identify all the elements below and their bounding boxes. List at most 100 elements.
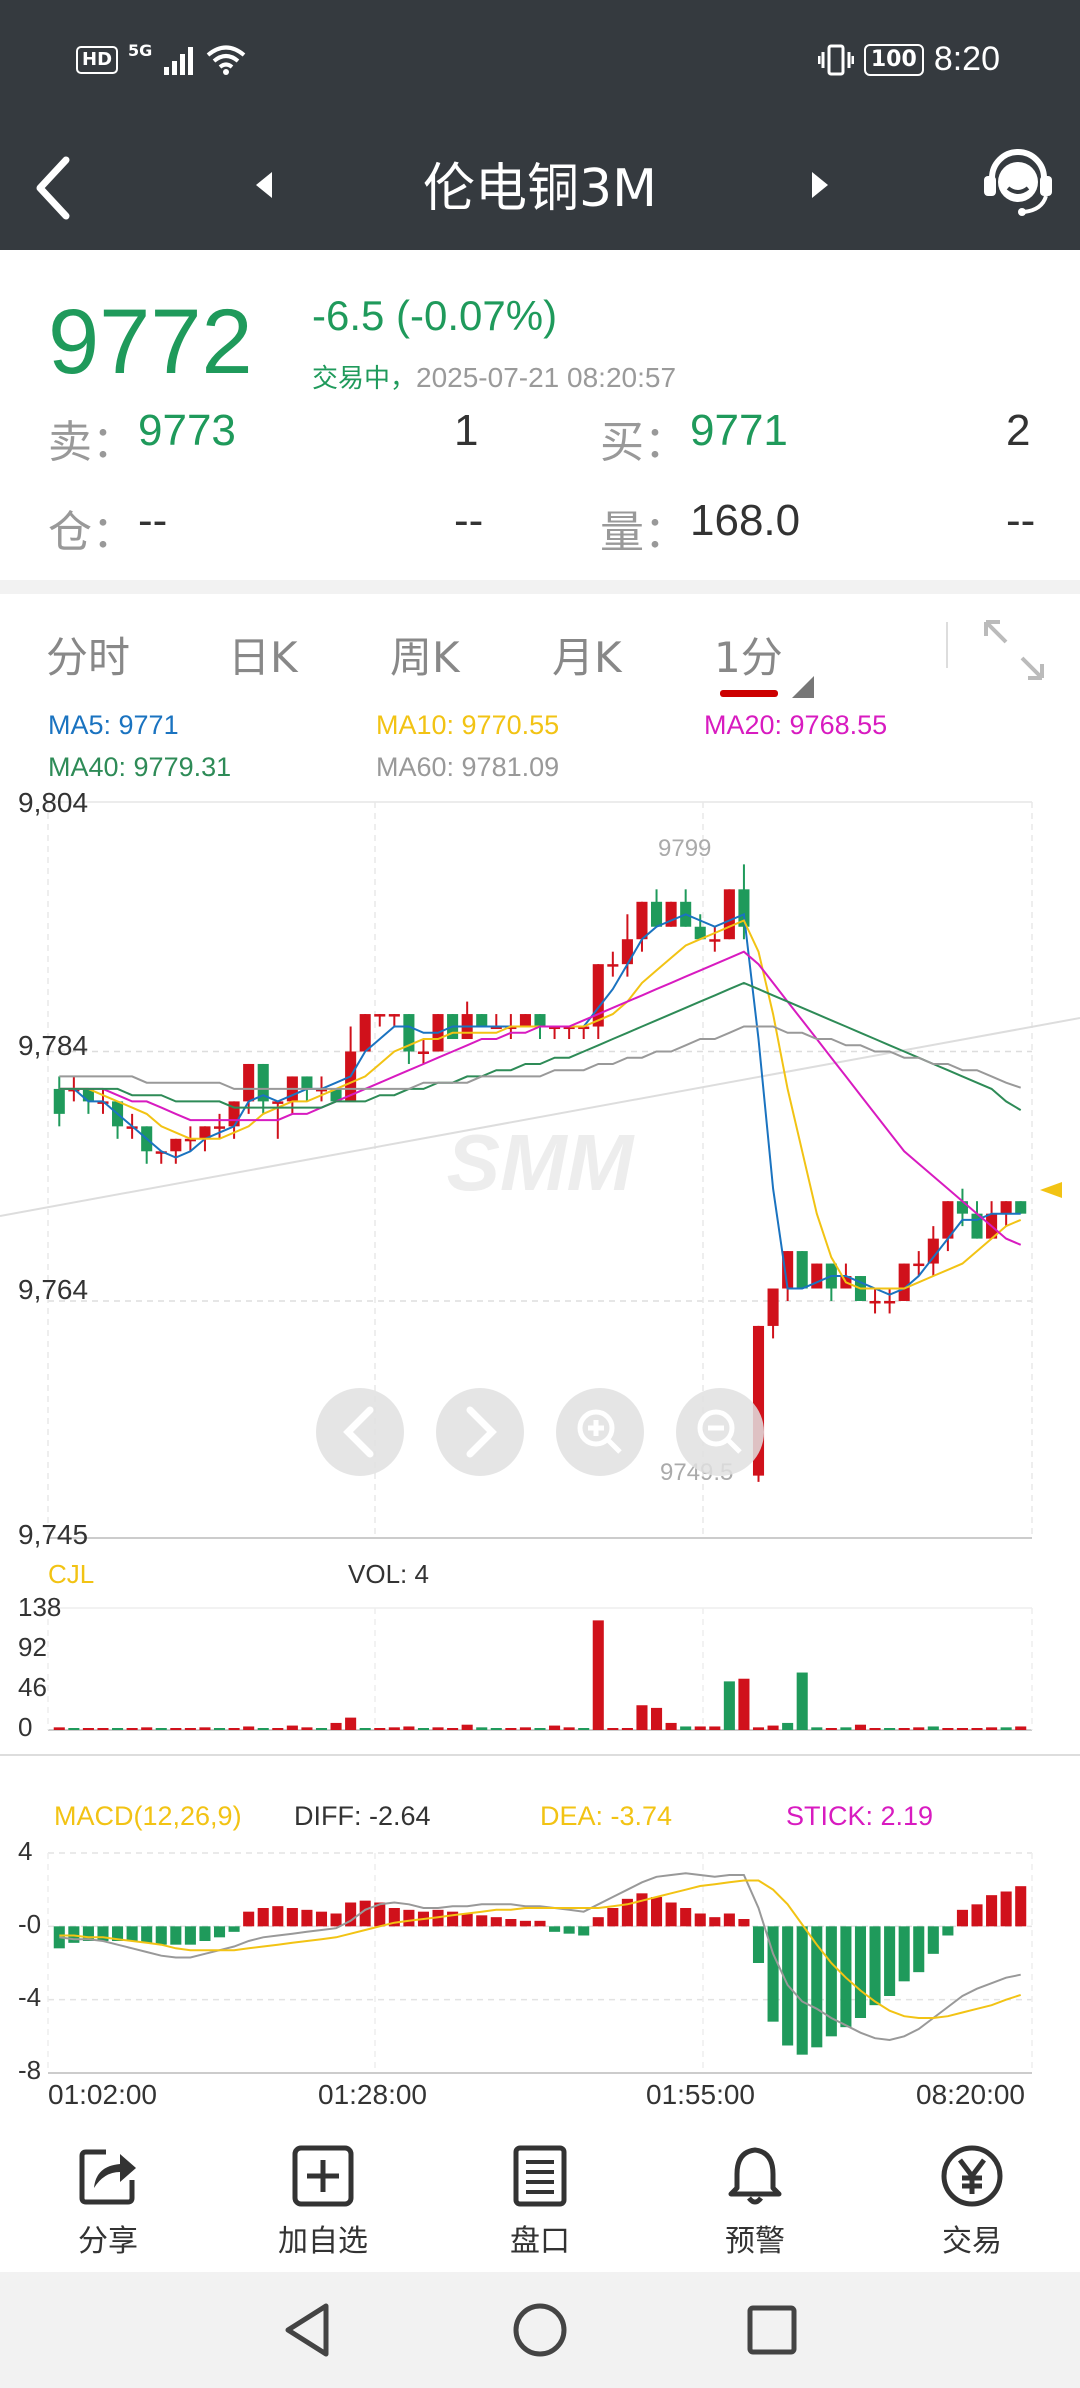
macd-bar	[636, 1893, 648, 1927]
macd-bar	[898, 1926, 910, 1982]
x-tick-0102: 01:02:00	[48, 2079, 157, 2110]
volume-bar	[534, 1728, 546, 1730]
y-tick-9764: 9,764	[18, 1274, 88, 1305]
volume-bar	[884, 1728, 896, 1730]
candle	[636, 901, 648, 940]
volume-bar	[388, 1727, 400, 1730]
system-navigation-bar	[0, 2272, 1080, 2388]
ma40-legend: MA40: 9779.31	[48, 752, 232, 782]
next-triangle-icon[interactable]	[806, 160, 836, 210]
tab-timeshare[interactable]: 分时	[46, 633, 131, 682]
add-watchlist-icon	[292, 2145, 354, 2207]
volume-bar	[956, 1728, 968, 1730]
volume-bar	[330, 1722, 342, 1730]
macd-bar	[927, 1926, 939, 1954]
volume-bar	[315, 1728, 328, 1730]
prev-icon[interactable]	[316, 1388, 404, 1476]
yuan-icon	[941, 2145, 1003, 2207]
volume-bar	[359, 1728, 371, 1730]
tab-week-k[interactable]: 周K	[390, 633, 460, 682]
macd-bar	[447, 1911, 459, 1927]
macd-bar	[476, 1915, 488, 1927]
zoom-in-icon[interactable]	[556, 1388, 644, 1476]
candle	[971, 1213, 983, 1239]
volume-bar	[345, 1717, 357, 1730]
macd-bar	[578, 1926, 590, 1936]
macd-bar	[796, 1926, 808, 2055]
candle	[869, 1300, 881, 1304]
system-back-icon[interactable]	[282, 2302, 334, 2358]
back-arrow-icon[interactable]	[28, 148, 80, 228]
macd-bar	[388, 1908, 400, 1927]
macd-bar	[680, 1908, 692, 1927]
volume-bar	[1015, 1726, 1027, 1730]
buy-label: 买：	[600, 418, 688, 467]
trade-status: 交易中，2025-07-21 08:20:57	[312, 358, 676, 395]
macd-bar	[709, 1917, 721, 1927]
volume-bar	[374, 1728, 386, 1730]
chart-area[interactable]: SMM 9799 9749.5 9,804 9,784 9,764 9,745 …	[0, 790, 1080, 2110]
candle	[417, 1051, 429, 1054]
add-watchlist-button[interactable]: 加自选	[263, 2144, 383, 2260]
macd-bar	[767, 1926, 779, 2022]
alert-button[interactable]: 预警	[695, 2144, 815, 2260]
volume-bar	[752, 1727, 765, 1730]
macd-bar	[505, 1919, 517, 1927]
volume-bar	[898, 1728, 910, 1730]
tab-day-k[interactable]: 日K	[228, 633, 298, 682]
y-tick-9745: 9,745	[18, 1519, 88, 1550]
sell-price: 9773	[138, 406, 236, 455]
candle	[272, 1101, 284, 1104]
volume-bar	[563, 1727, 575, 1730]
macd-bar	[825, 1926, 837, 2037]
zoom-controls	[316, 1388, 764, 1476]
macd-bar	[330, 1913, 342, 1927]
volume-bar	[199, 1727, 211, 1730]
cjl-label: CJL	[48, 1559, 94, 1589]
candle	[490, 1026, 502, 1030]
volume-bar	[549, 1725, 561, 1730]
volume-bar	[184, 1728, 196, 1730]
macd-bar	[913, 1926, 925, 1973]
stick-label: STICK: 2.19	[786, 1801, 933, 1831]
macd-bar	[490, 1917, 502, 1927]
macd-bar	[811, 1926, 823, 2048]
tab-month-k[interactable]: 月K	[552, 633, 622, 682]
candle	[621, 939, 633, 965]
ma40-line	[59, 981, 1022, 1111]
macd-bar	[97, 1926, 109, 1941]
zoom-out-icon[interactable]	[676, 1388, 764, 1476]
volume-bar	[53, 1727, 65, 1730]
candle	[563, 1026, 575, 1030]
share-button[interactable]: 分享	[48, 2144, 168, 2260]
macd-bar	[519, 1920, 531, 1927]
sell-label: 卖：	[48, 418, 136, 467]
macd-bar	[213, 1926, 226, 1938]
tab-1min[interactable]: 1分	[714, 633, 783, 682]
candle	[651, 901, 663, 927]
fullscreen-icon[interactable]	[980, 616, 1048, 684]
next-icon[interactable]	[436, 1388, 524, 1476]
change-value: -6.5	[312, 292, 385, 339]
customer-service-icon[interactable]	[982, 144, 1054, 224]
volume-bar	[68, 1728, 80, 1730]
system-home-icon[interactable]	[512, 2302, 568, 2358]
volume-bar	[476, 1727, 488, 1730]
oi-value: --	[138, 496, 168, 545]
order-book-button[interactable]: 盘口	[480, 2144, 600, 2260]
period-dropdown-icon[interactable]	[792, 676, 814, 698]
trade-button[interactable]: 交易	[912, 2144, 1032, 2260]
last-price: 9772	[48, 291, 253, 393]
system-recents-icon[interactable]	[746, 2304, 798, 2356]
volume-bar	[680, 1726, 692, 1730]
trade-label: 交易	[942, 2224, 1002, 2259]
oi-label: 仓：	[48, 508, 136, 557]
add-watchlist-label: 加自选	[278, 2224, 368, 2259]
y-tick-9784: 9,784	[18, 1030, 88, 1061]
candle	[723, 889, 735, 940]
volume-value: 168.0	[690, 496, 801, 545]
prev-triangle-icon[interactable]	[248, 160, 278, 210]
volume-bar	[301, 1727, 313, 1730]
candle	[811, 1263, 823, 1289]
macd-bar	[141, 1926, 153, 1943]
